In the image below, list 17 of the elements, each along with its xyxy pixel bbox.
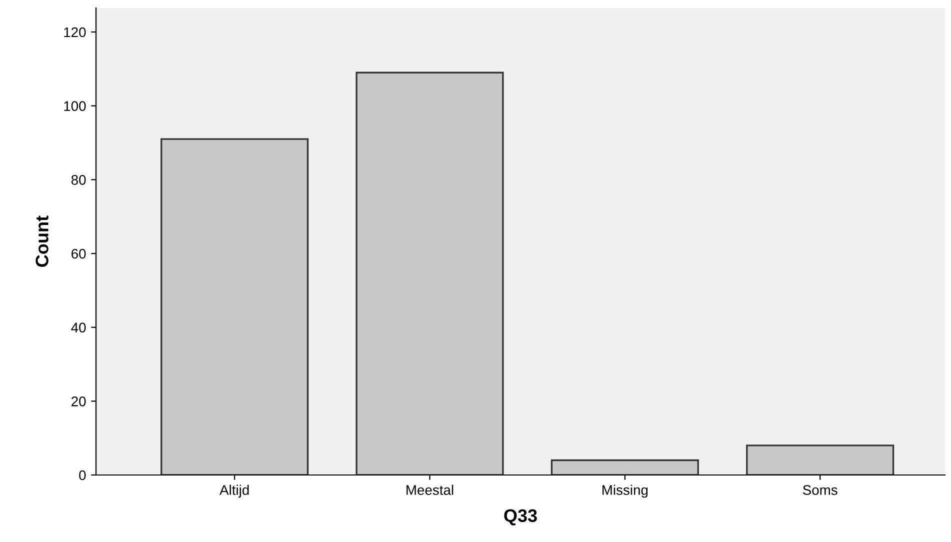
y-tick-label: 20: [72, 396, 86, 406]
y-tick-label: 120: [64, 27, 86, 38]
y-tick-label: 100: [64, 101, 86, 111]
x-tick-label: Meestal: [406, 484, 454, 495]
bar: [746, 444, 894, 475]
x-tick-label: Missing: [602, 484, 648, 498]
bar: [550, 459, 699, 475]
y-tick-label: 0: [79, 470, 86, 480]
y-tick-label: 80: [71, 175, 86, 185]
y-tick-label: 40: [71, 322, 86, 332]
y-tick-label: 60: [72, 248, 86, 259]
bar: [160, 138, 309, 475]
bar: [356, 72, 504, 475]
x-tick-label: Soms: [802, 485, 838, 495]
y-axis-title: Count: [36, 216, 48, 267]
x-axis-title: Q33: [504, 509, 537, 526]
x-tick-label: Altijd: [220, 484, 249, 498]
